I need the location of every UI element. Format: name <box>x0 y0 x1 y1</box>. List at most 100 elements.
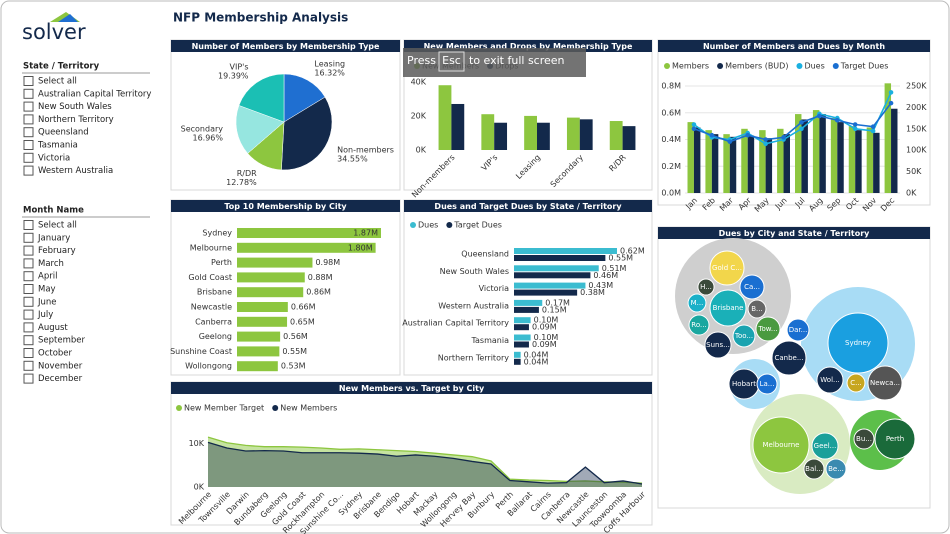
logo-mark <box>58 14 78 22</box>
bar <box>747 135 755 193</box>
filter-item[interactable]: Victoria <box>38 153 70 163</box>
value-label: 0.62M <box>620 247 645 256</box>
checkbox[interactable] <box>23 152 34 163</box>
filter-item[interactable]: Select all <box>38 77 77 87</box>
checkbox[interactable] <box>23 165 34 176</box>
bubble <box>803 458 825 480</box>
checkbox[interactable] <box>23 220 34 230</box>
bubble-label: C... <box>850 379 862 387</box>
bar <box>514 248 617 254</box>
y-tick-label: 0.0M <box>661 189 681 198</box>
bubble <box>752 416 810 474</box>
filter-item[interactable]: December <box>38 374 83 384</box>
bubble-label: Sydney <box>845 339 871 347</box>
checkbox[interactable] <box>23 335 34 346</box>
value-label: 1.80M <box>348 243 373 252</box>
value-label: 0.53M <box>281 362 306 371</box>
legend-label: New Members <box>280 404 337 413</box>
checkbox[interactable] <box>23 360 34 371</box>
value-label: 0.98M <box>315 258 340 267</box>
filter-item[interactable]: July <box>37 310 53 320</box>
bubble-label: Bal... <box>805 465 823 473</box>
filter-item[interactable]: May <box>38 285 56 295</box>
bar <box>237 257 313 268</box>
legend-marker <box>272 405 279 411</box>
value-label: 0.51M <box>602 264 627 273</box>
filter-item[interactable]: Select all <box>38 221 77 231</box>
checkbox[interactable] <box>23 127 34 138</box>
y2-tick-label: 200K <box>906 103 927 112</box>
filter-item[interactable]: Queensland <box>38 128 89 138</box>
bar <box>237 316 288 327</box>
checkbox[interactable] <box>23 245 34 256</box>
pie-value-label: 16.32% <box>314 68 345 77</box>
panel-header <box>171 200 400 212</box>
value-label: 0.15M <box>542 305 567 314</box>
bubble-label: Brisbane <box>713 304 744 312</box>
pie-category: R/DR <box>237 169 257 178</box>
bubble-label: Geel... <box>814 442 837 450</box>
filter-item[interactable]: September <box>38 336 85 346</box>
checkbox[interactable] <box>23 322 34 333</box>
y2-tick-label: 0K <box>906 189 917 198</box>
line-point <box>852 122 858 127</box>
area <box>208 437 642 487</box>
filter-item[interactable]: Western Australia <box>38 166 113 176</box>
bar <box>812 110 820 193</box>
checkbox[interactable] <box>23 88 34 99</box>
checkbox[interactable] <box>23 284 34 294</box>
filter-item[interactable]: Australian Capital Territory <box>38 89 151 99</box>
bar <box>693 127 701 193</box>
filter-item[interactable]: November <box>38 361 83 371</box>
filter-item[interactable]: February <box>38 246 76 256</box>
bar <box>705 130 712 193</box>
y-tick-label: 0.2M <box>661 162 681 171</box>
legend-marker <box>410 222 416 228</box>
bubble <box>771 340 807 376</box>
filter-item[interactable]: January <box>37 233 70 243</box>
checkbox[interactable] <box>23 232 34 243</box>
filter-item[interactable]: Northern Territory <box>38 115 114 125</box>
y-tick-label: 20K <box>411 111 427 120</box>
filter-item[interactable]: June <box>37 297 57 307</box>
line <box>207 441 643 485</box>
pie-slice <box>283 73 326 123</box>
checkbox[interactable] <box>23 309 34 320</box>
bar <box>514 334 531 341</box>
bubble <box>874 418 916 460</box>
bar <box>687 122 694 193</box>
pie-category: Non-members <box>337 145 394 154</box>
checkbox[interactable] <box>23 101 34 112</box>
value-label: 0.56M <box>283 332 308 341</box>
line-point <box>888 100 894 106</box>
filter-item[interactable]: October <box>38 349 73 359</box>
filter-item[interactable]: April <box>38 272 57 282</box>
value-label: 0.66M <box>291 303 316 312</box>
filter-item[interactable]: Tasmania <box>37 141 78 151</box>
filter-item[interactable]: March <box>38 259 64 269</box>
checkbox[interactable] <box>23 258 34 269</box>
legend-label: Members <box>672 62 709 71</box>
checkbox[interactable] <box>23 348 34 358</box>
bar <box>729 136 737 193</box>
bubble <box>747 299 767 319</box>
panel-header <box>658 40 930 52</box>
category-label: Brisbane <box>197 288 232 297</box>
checkbox[interactable] <box>23 114 34 125</box>
y2-tick-label: 250K <box>906 82 927 91</box>
filter-item[interactable]: August <box>38 323 68 333</box>
value-label: 0.09M <box>532 323 557 332</box>
checkbox[interactable] <box>23 271 34 282</box>
bubble <box>867 365 903 401</box>
legend-label: Members (BUD) <box>725 62 788 71</box>
bar <box>819 114 826 193</box>
checkbox[interactable] <box>23 373 34 384</box>
checkbox[interactable] <box>23 76 34 86</box>
category-label: Melbourne <box>190 243 232 252</box>
filter-item[interactable]: New South Wales <box>38 102 112 112</box>
checkbox[interactable] <box>23 140 34 150</box>
bar <box>514 282 586 289</box>
bubble <box>786 318 810 342</box>
checkbox[interactable] <box>23 296 34 307</box>
legend-marker <box>664 63 670 69</box>
